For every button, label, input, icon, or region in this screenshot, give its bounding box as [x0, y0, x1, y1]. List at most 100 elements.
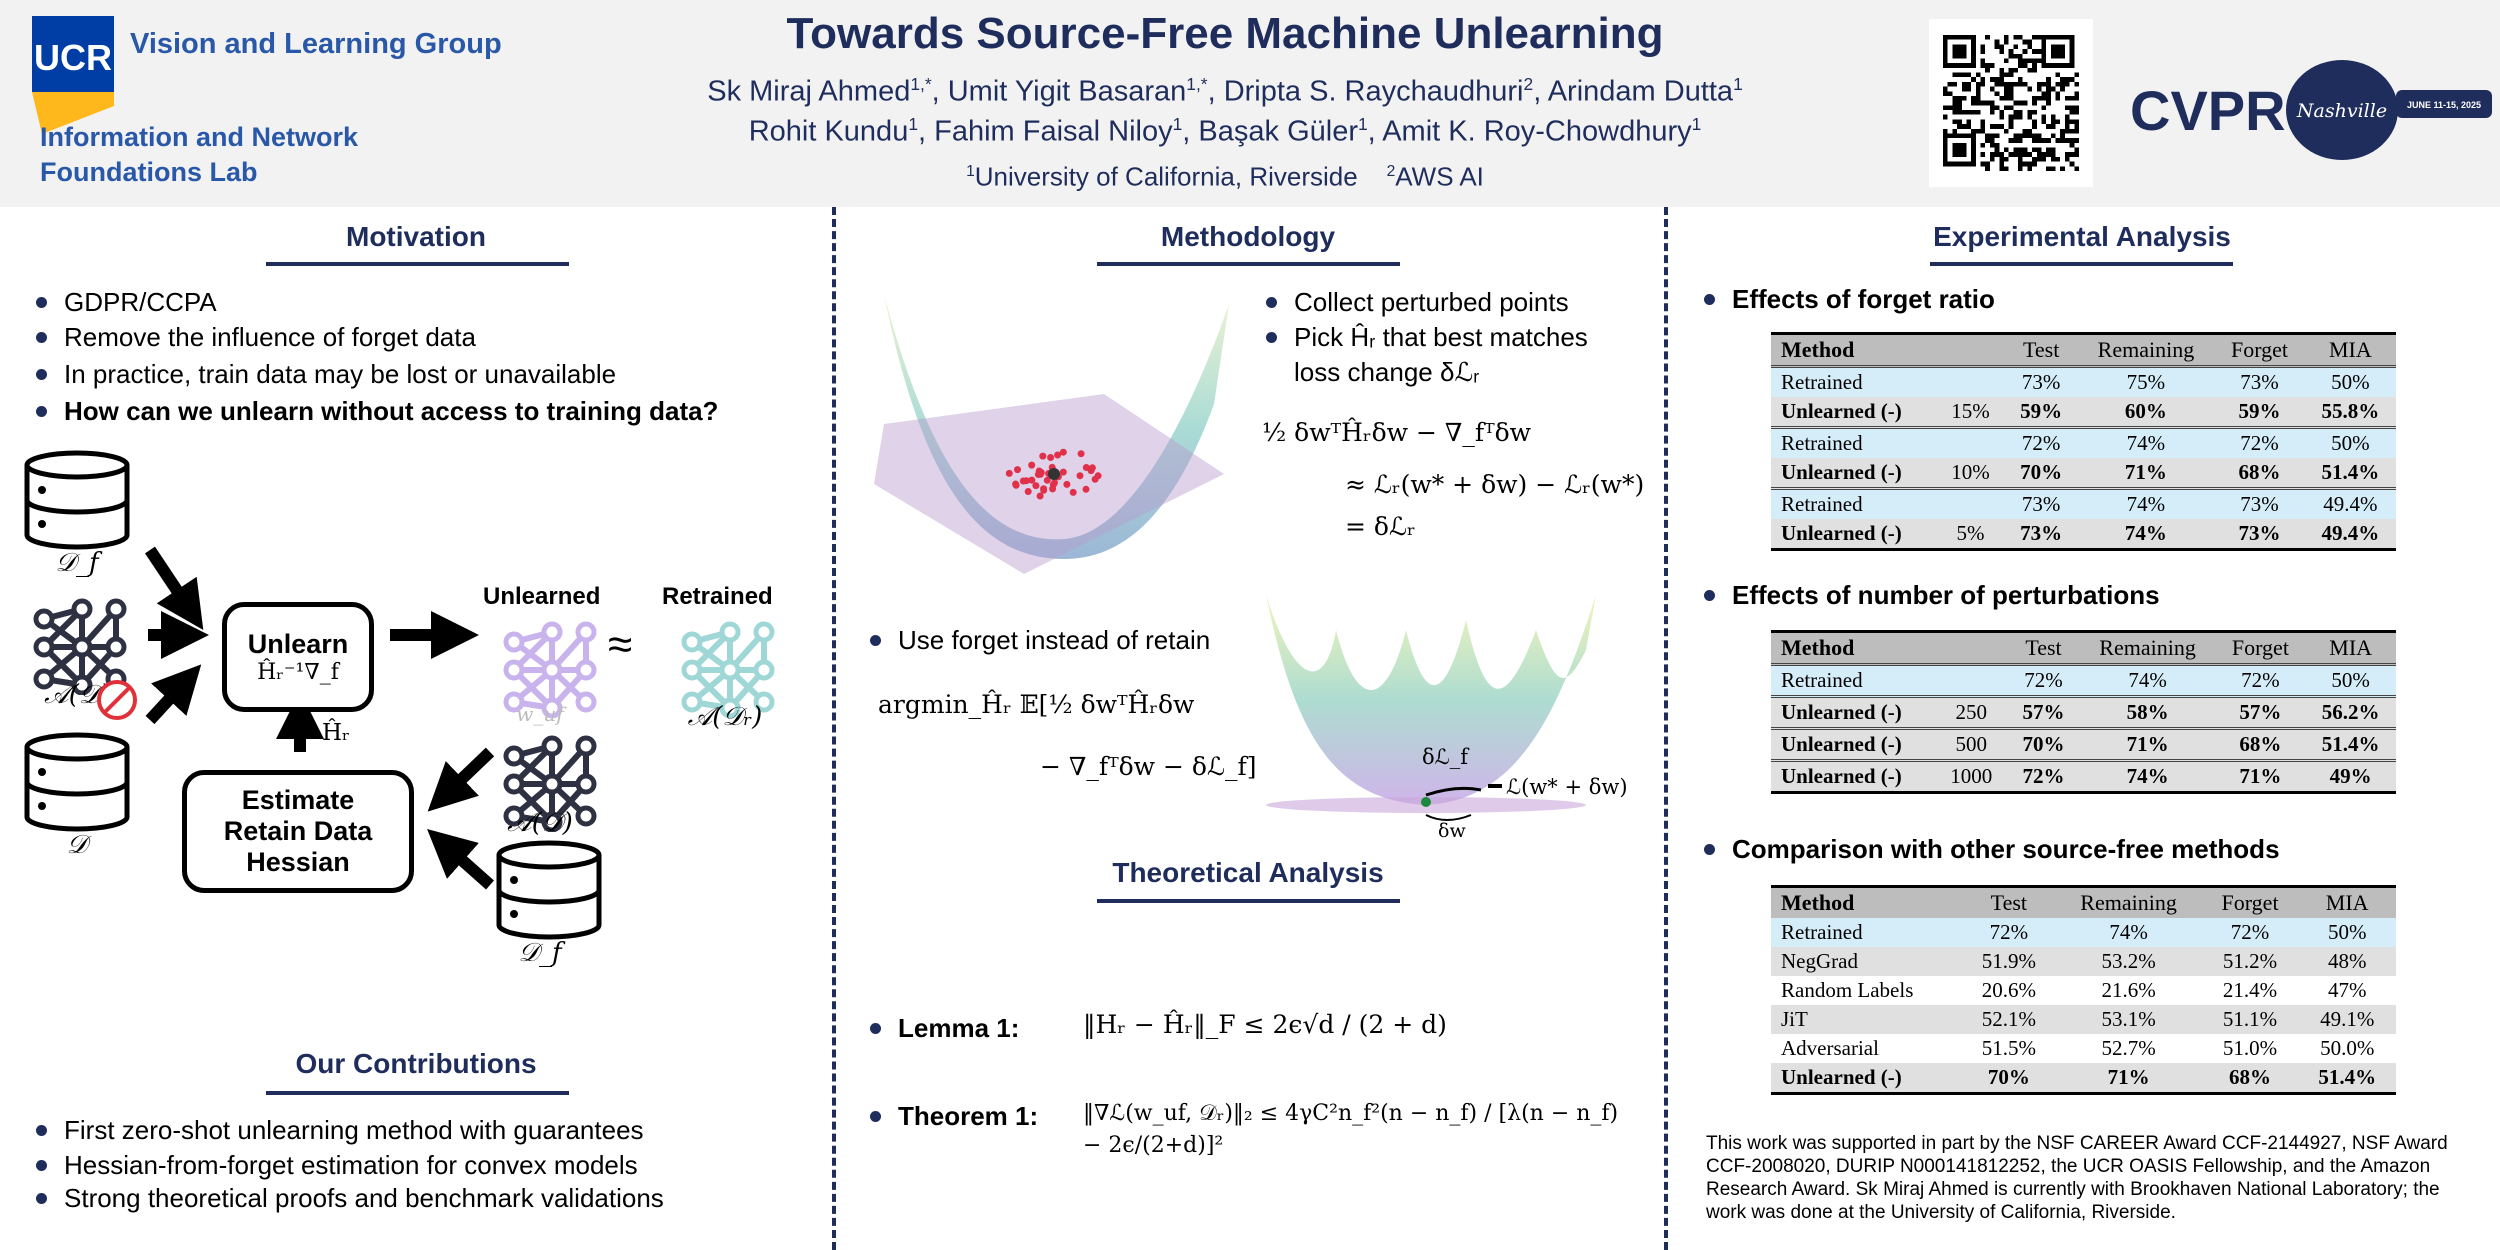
table-cell [1936, 487, 2005, 519]
contribution-bullet: Strong theoretical proofs and benchmark … [32, 1183, 664, 1214]
table-header-row: Method Test Remaining Forget MIA [1771, 886, 2396, 918]
table-cell: Retrained [1771, 426, 1937, 458]
table-cell: 50% [2305, 663, 2396, 697]
table-row: Retrained 72% 74% 72% 50% [1771, 918, 2396, 947]
table-cell: 51.5% [1962, 1034, 2056, 1063]
table-cell: 53.1% [2055, 1005, 2202, 1034]
table-cell: Retrained [1771, 365, 1937, 397]
author-name: Sk Miraj Ahmed [707, 75, 911, 108]
affiliations: 1University of California, Riverside 2AW… [0, 156, 2450, 193]
table-cell: 1000 [1935, 759, 2008, 793]
table-cell: 47% [2298, 976, 2396, 1005]
perturbed-point [1049, 485, 1057, 493]
table-cell: 73% [2004, 487, 2078, 519]
table-cell: 73% [2004, 519, 2078, 550]
table-cell: 70% [2007, 727, 2080, 761]
table-cell: 21.4% [2201, 976, 2299, 1005]
acknowledgement: This work was supported in part by the N… [1706, 1133, 2448, 1223]
perturbed-point [1059, 468, 1067, 476]
author-name: Arindam Dutta [1547, 75, 1734, 108]
qr-code[interactable] [1929, 19, 2093, 187]
table-cell: 51.4% [2304, 458, 2396, 489]
table-cell: Unlearned (-) [1771, 727, 1936, 761]
database-icon [22, 732, 132, 837]
table-cell [1936, 426, 2005, 458]
table-cell: Random Labels [1771, 976, 1963, 1005]
perturbed-point [1037, 469, 1045, 476]
retrained-network-icon [678, 618, 778, 723]
table-cell: JiT [1771, 1005, 1963, 1034]
table-cell [1936, 333, 2005, 367]
table-cell: MIA [2298, 886, 2396, 918]
author-name: Başak Güler [1198, 115, 1358, 148]
table-row: Unlearned (-) 10% 70% 71% 68% 51.4% [1771, 458, 2396, 489]
group-name: Vision and Learning Group [130, 28, 502, 60]
forget-database-icon [494, 840, 604, 945]
methodology-bullet: Use forget instead of retain [866, 625, 1210, 656]
table-cell: Forget [2214, 333, 2305, 367]
affiliation-mark: 2 [1386, 163, 1396, 180]
table-cell: 72% [2214, 426, 2305, 458]
table-cell: 50% [2304, 426, 2396, 458]
affiliation-name: AWS AI [1395, 161, 1484, 192]
perturbations-table: Method Test Remaining Forget MIA Retrained 72%… [1771, 630, 2396, 794]
author-name: Umit Yigit Basaran [947, 75, 1187, 108]
perturbed-point [1051, 479, 1058, 487]
perturbed-point [1032, 482, 1040, 490]
table-row: JiT 52.1% 53.1% 51.1% 49.1% [1771, 1005, 2396, 1034]
table-cell: Method [1771, 886, 1963, 918]
table-cell: 50% [2298, 918, 2396, 947]
perturbed-point [1088, 464, 1096, 472]
table-row: Random Labels 20.6% 21.6% 21.4% 47% [1771, 976, 2396, 1005]
author-name: Amit K. Roy-Chowdhury [1382, 115, 1692, 148]
motivation-bullet: How can we unlearn without access to tra… [32, 396, 718, 427]
table-row: Retrained 72% 74% 72% 50% [1771, 426, 2396, 458]
table-cell: 15% [1936, 397, 2005, 428]
table-cell: Retrained [1771, 663, 1936, 697]
methodology-bullet: Collect perturbed points [1262, 287, 1569, 318]
table-cell: 72% [2215, 663, 2306, 697]
perturbed-point [1077, 450, 1085, 458]
forget-database-icon [22, 450, 132, 555]
table-cell: 55.8% [2304, 397, 2396, 428]
perturbed-point [1063, 480, 1071, 488]
perturbed-point [1039, 452, 1047, 460]
table-cell: Unlearned (-) [1771, 458, 1937, 489]
table-cell: 48% [2298, 947, 2396, 976]
table-cell: 70% [1962, 1063, 2056, 1094]
table-cell: 49.4% [2304, 487, 2396, 519]
table-cell: 20.6% [1962, 976, 2056, 1005]
table-cell: Adversarial [1771, 1034, 1963, 1063]
theorem-label: Theorem 1: [866, 1101, 1038, 1132]
table-cell: Method [1771, 333, 1937, 367]
retrained-model-label: 𝒜(𝒟ᵣ) [687, 702, 763, 732]
perturbed-point [1054, 451, 1062, 459]
perturbed-point [1047, 454, 1055, 461]
table-header-row: Method Test Remaining Forget MIA [1771, 333, 2396, 367]
table-cell: 74% [2077, 426, 2215, 458]
table-cell [1935, 631, 2008, 665]
table-row: Retrained 72% 74% 72% 50% [1771, 663, 2396, 697]
author-affiliation-mark: 1 [1691, 114, 1702, 134]
perturbed-point [1024, 488, 1032, 495]
retrained-label: Retrained [662, 583, 773, 610]
loss-surface-plot-retain [874, 294, 1229, 574]
table-cell: MIA [2305, 631, 2396, 665]
table-cell: Remaining [2079, 631, 2216, 665]
author-name: Rohit Kundu [748, 115, 909, 148]
table-row: Unlearned (-) 70% 71% 68% 51.4% [1771, 1063, 2396, 1094]
table-cell: NegGrad [1771, 947, 1963, 976]
unlearn-title: Unlearn [247, 629, 349, 659]
table-row: Unlearned (-) 500 70% 71% 68% 51.4% [1771, 727, 2396, 761]
table-cell: 52.1% [1962, 1005, 2056, 1034]
table-cell: Unlearned (-) [1771, 695, 1936, 729]
motivation-heading: Motivation [346, 221, 486, 252]
table-cell: 49.4% [2304, 519, 2396, 550]
contribution-bullet: First zero-shot unlearning method with g… [32, 1115, 644, 1146]
heading-underline [1930, 262, 2233, 266]
table-cell: Remaining [2077, 333, 2215, 367]
subsection-heading: Effects of forget ratio [1700, 284, 1995, 315]
table-cell: 72% [2007, 663, 2080, 697]
table-row: NegGrad 51.9% 53.2% 51.2% 48% [1771, 947, 2396, 976]
perturbed-point [1014, 466, 1021, 474]
